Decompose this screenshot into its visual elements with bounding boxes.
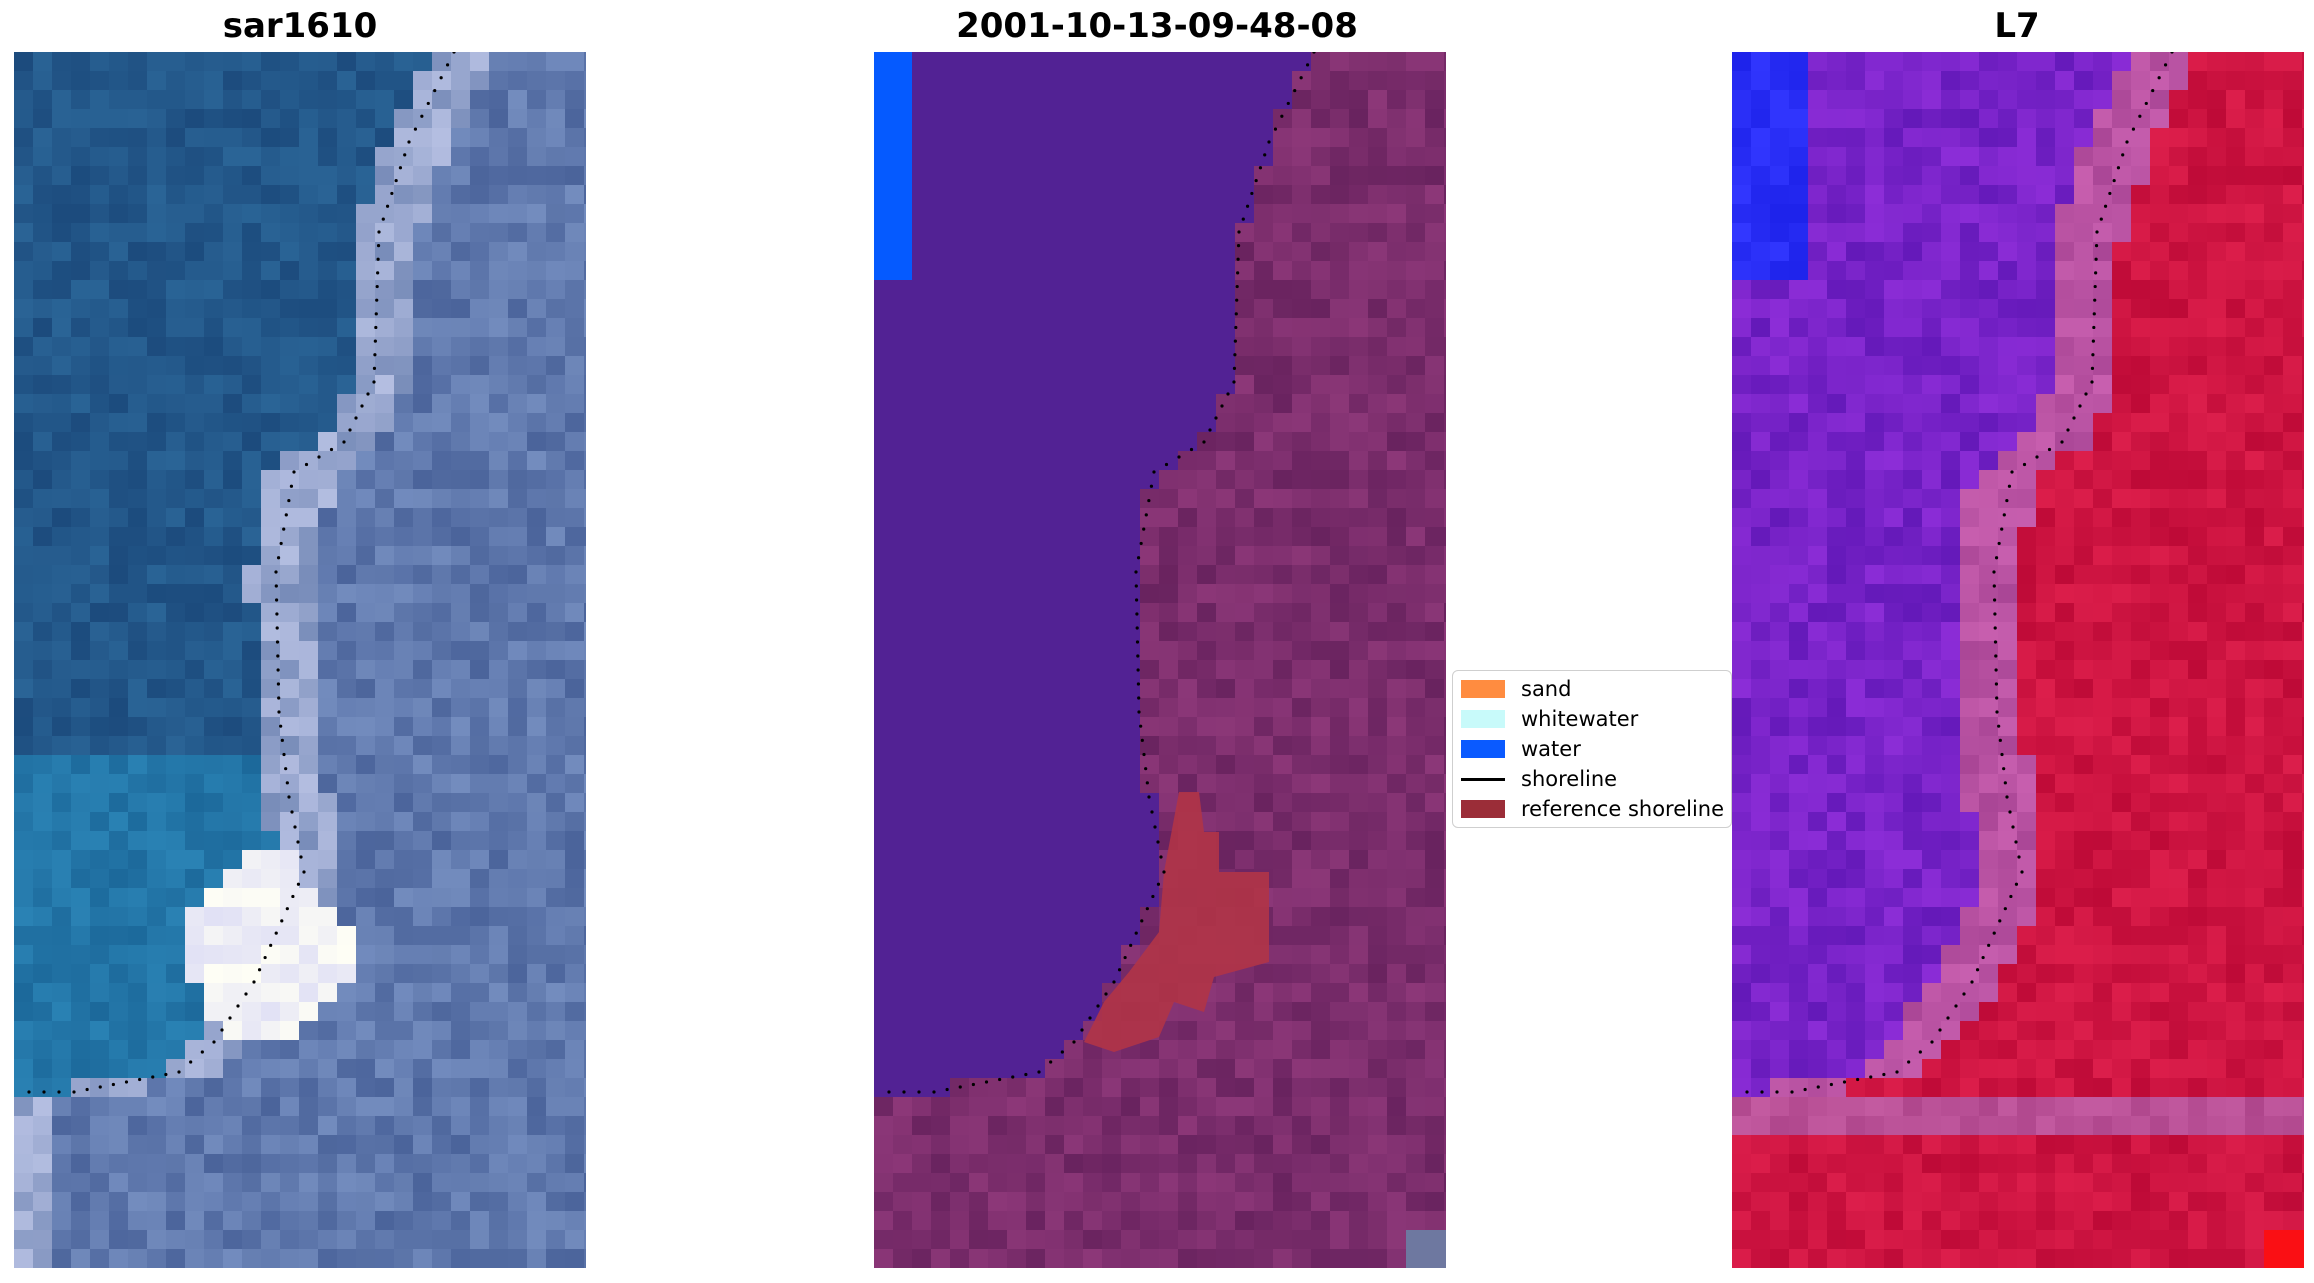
rgb-image-panel — [14, 52, 586, 1268]
legend-item-reference-buffer: reference shoreline buffer — [1461, 794, 1731, 824]
legend-label-reference-buffer: reference shoreline buffer — [1521, 797, 1731, 821]
panel-title-date: 2001-10-13-09-48-08 — [956, 6, 1358, 46]
legend-item-sand: sand — [1461, 674, 1571, 704]
legend-item-water: water — [1461, 734, 1581, 764]
classification-legend: sand whitewater water shoreline referenc… — [1452, 670, 1732, 828]
legend-item-whitewater: whitewater — [1461, 704, 1638, 734]
legend-label-whitewater: whitewater — [1521, 707, 1639, 731]
legend-item-shoreline: shoreline — [1461, 764, 1617, 794]
legend-label-sand: sand — [1521, 677, 1572, 701]
classified-image-panel — [874, 52, 1446, 1268]
index-image-panel — [1732, 52, 2304, 1268]
legend-label-shoreline: shoreline — [1521, 767, 1618, 791]
panel-title-sar: sar1610 — [222, 6, 378, 46]
shoreline-line-swatch — [1461, 777, 1505, 781]
reference-buffer-swatch — [1461, 800, 1505, 818]
legend-label-water: water — [1521, 737, 1581, 761]
panel-title-l7: L7 — [1994, 6, 2040, 46]
whitewater-swatch — [1461, 710, 1505, 728]
sand-swatch — [1461, 680, 1505, 698]
water-swatch — [1461, 740, 1505, 758]
